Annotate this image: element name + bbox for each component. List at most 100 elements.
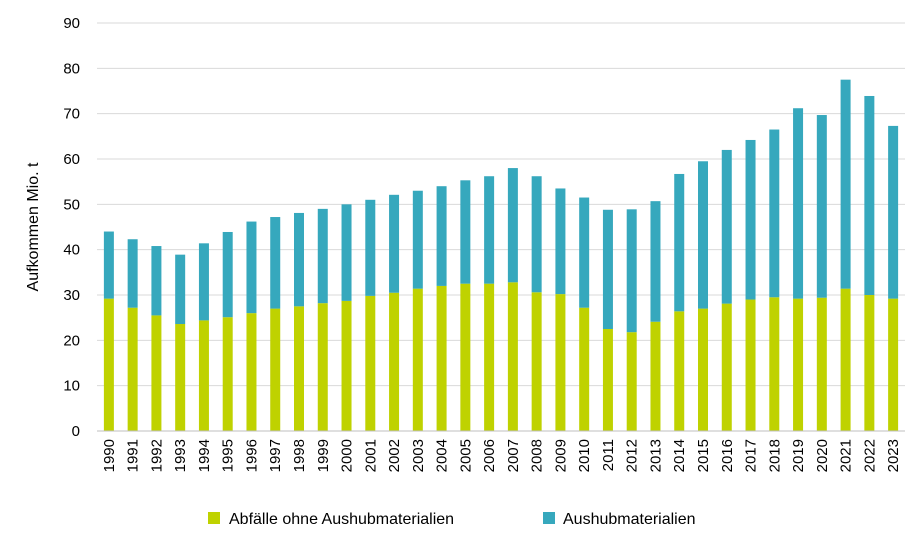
bar-aushub <box>365 199 376 296</box>
x-tick-label: 2009 <box>552 439 569 472</box>
x-tick-label: 1992 <box>148 439 165 472</box>
y-tick-label: 30 <box>63 287 80 304</box>
x-tick-label: 2011 <box>600 439 617 471</box>
bar-aushub <box>674 173 685 312</box>
x-tick-label: 2001 <box>362 439 379 472</box>
bar-abfaelle <box>341 300 352 431</box>
bar-aushub <box>436 186 447 286</box>
bar-aushub <box>341 204 352 301</box>
bar-aushub <box>793 108 804 299</box>
x-tick-label: 2004 <box>434 439 451 472</box>
x-tick-label: 1999 <box>315 439 332 472</box>
x-tick-label: 2000 <box>339 439 356 472</box>
x-tick-label: 1990 <box>101 439 118 472</box>
x-tick-label: 2020 <box>814 439 831 472</box>
bar-aushub <box>412 190 423 289</box>
x-tick-labels: 1990 1991 1992 1993 1994 1995 1996 1997 1998 1999… <box>101 439 902 472</box>
x-tick-label: 2014 <box>671 439 688 472</box>
bar-abfaelle <box>579 307 590 431</box>
bar-abfaelle <box>151 315 162 431</box>
x-tick-label: 1997 <box>267 439 284 472</box>
bar-aushub <box>317 208 328 304</box>
bar-abfaelle <box>840 288 851 431</box>
x-tick-label: 2012 <box>624 439 641 472</box>
bar-abfaelle <box>626 332 637 431</box>
y-axis-title: Aufkommen Mio. t <box>25 162 42 291</box>
x-tick-label: 1991 <box>125 439 142 472</box>
x-tick-label: 2003 <box>410 439 427 472</box>
bar-abfaelle <box>674 311 685 431</box>
bar-abfaelle <box>888 298 899 431</box>
x-tick-label: 2005 <box>457 439 474 472</box>
bar-aushub <box>198 243 209 321</box>
x-tick-label: 2010 <box>576 439 593 472</box>
bar-abfaelle <box>793 298 804 431</box>
y-tick-label: 70 <box>63 106 80 123</box>
x-tick-label: 1998 <box>291 439 308 472</box>
bar-abfaelle <box>246 313 257 431</box>
bars <box>103 79 899 431</box>
y-tick-label: 20 <box>63 332 80 349</box>
x-tick-label: 2018 <box>766 439 783 472</box>
x-tick-label: 2021 <box>838 439 855 472</box>
bar-abfaelle <box>507 282 518 431</box>
bar-aushub <box>484 176 495 284</box>
bar-abfaelle <box>864 295 875 431</box>
bar-abfaelle <box>531 292 542 431</box>
x-tick-label: 2019 <box>790 439 807 472</box>
legend-label: Aushubmaterialien <box>563 511 696 528</box>
x-tick-label: 2016 <box>719 439 736 472</box>
y-tick-label: 0 <box>72 423 80 440</box>
bar-abfaelle <box>721 303 732 431</box>
x-tick-label: 2023 <box>885 439 902 472</box>
x-tick-label: 2013 <box>647 439 664 472</box>
bar-aushub <box>507 168 518 283</box>
bar-abfaelle <box>389 292 400 431</box>
bar-abfaelle <box>769 297 780 431</box>
bar-aushub <box>270 217 281 309</box>
bar-aushub <box>175 254 186 325</box>
bar-aushub <box>103 231 114 299</box>
bar-abfaelle <box>222 317 233 431</box>
bar-abfaelle <box>484 283 495 431</box>
y-tick-labels: 0 10 20 30 40 50 60 70 80 90 <box>63 15 80 440</box>
x-tick-label: 2022 <box>861 439 878 472</box>
y-tick-label: 90 <box>63 15 80 32</box>
x-tick-label: 2002 <box>386 439 403 472</box>
bar-aushub <box>579 197 590 308</box>
bar-abfaelle <box>555 294 566 431</box>
y-tick-label: 40 <box>63 242 80 259</box>
bar-abfaelle <box>436 285 447 431</box>
bar-abfaelle <box>317 303 328 431</box>
bar-abfaelle <box>650 321 661 431</box>
x-tick-label: 1996 <box>243 439 260 472</box>
legend-swatch <box>208 512 220 524</box>
legend: Abfälle ohne Aushubmaterialien Aushubmate… <box>208 511 696 528</box>
bar-abfaelle <box>745 299 756 431</box>
x-tick-label: 2007 <box>505 439 522 472</box>
bar-aushub <box>769 129 780 298</box>
x-tick-label: 2015 <box>695 439 712 472</box>
bar-aushub <box>294 212 304 307</box>
bar-aushub <box>555 188 566 295</box>
bar-aushub <box>127 239 138 308</box>
bar-aushub <box>460 180 471 284</box>
bar-abfaelle <box>365 295 376 431</box>
y-tick-label: 50 <box>63 196 80 213</box>
bar-abfaelle <box>294 306 304 431</box>
bar-abfaelle <box>816 297 827 431</box>
bar-abfaelle <box>602 329 613 431</box>
bar-aushub <box>840 79 851 289</box>
bar-aushub <box>698 161 708 309</box>
x-tick-label: 1994 <box>196 439 213 472</box>
bar-abfaelle <box>698 308 708 431</box>
x-tick-label: 2006 <box>481 439 498 472</box>
x-tick-label: 2008 <box>529 439 546 472</box>
bar-abfaelle <box>127 307 138 431</box>
bar-aushub <box>626 209 637 333</box>
bar-aushub <box>602 209 613 329</box>
bar-aushub <box>246 221 257 314</box>
bar-abfaelle <box>412 288 423 431</box>
bar-abfaelle <box>198 320 209 431</box>
